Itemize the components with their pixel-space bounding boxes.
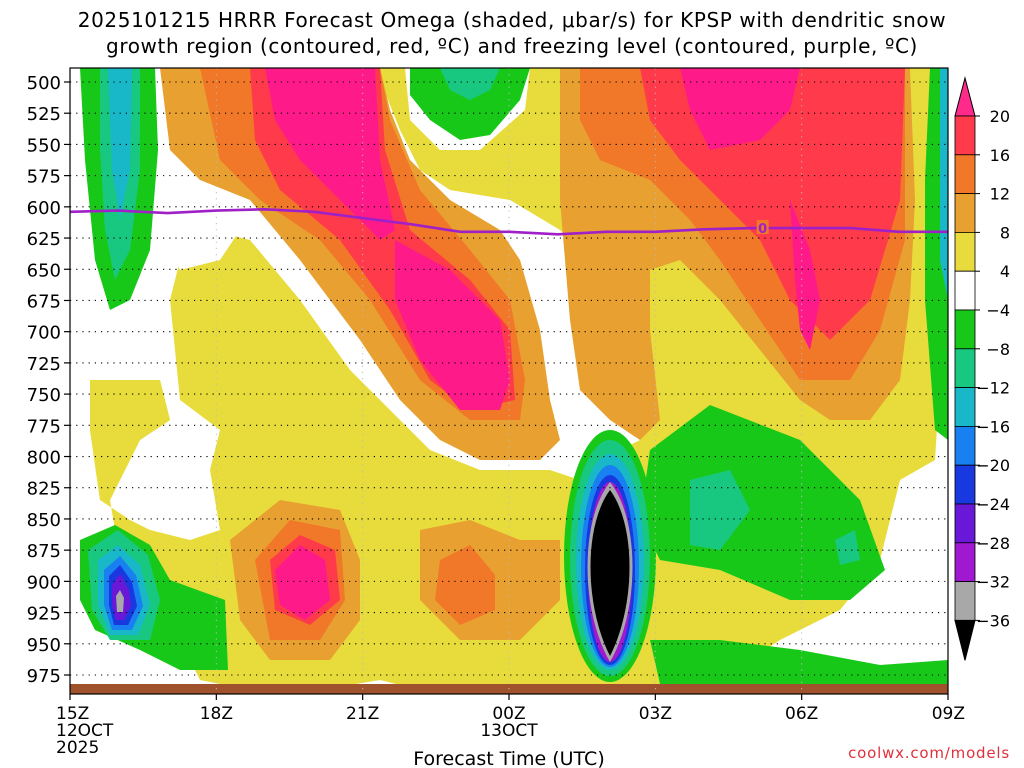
- colorbar-label: 12: [990, 185, 1010, 204]
- y-axis: 500 525 550 575 600 625 650 675 700 725 750 775 800 8…: [27, 73, 70, 687]
- omega-shading: [70, 68, 948, 694]
- colorbar-segment: [954, 464, 976, 505]
- colorbar-label: −24: [976, 495, 1010, 514]
- colorbar-segment: [954, 154, 976, 195]
- x-axis-label: Forecast Time (UTC): [413, 748, 604, 768]
- colorbar-label: −16: [976, 417, 1010, 436]
- colorbar-segment: [954, 270, 976, 311]
- colorbar-segment: [954, 309, 976, 350]
- chart-title-line-1: 2025101215 HRRR Forecast Omega (shaded, …: [77, 8, 947, 32]
- x-tick-label: 00Z: [492, 704, 525, 724]
- y-tick-label: 750: [27, 385, 61, 406]
- y-tick-label: 500: [27, 73, 61, 94]
- colorbar-segment: [954, 115, 976, 156]
- x-tick-label: 09Z: [932, 704, 965, 724]
- colorbar-label: −28: [976, 534, 1010, 553]
- x-tick-date: 12OCT: [56, 721, 114, 741]
- y-tick-label: 975: [27, 666, 61, 687]
- y-tick-label: 800: [27, 448, 61, 469]
- colorbar-segment: [954, 193, 976, 233]
- y-tick-label: 700: [27, 323, 61, 344]
- y-tick-label: 625: [27, 229, 61, 250]
- x-tick-date: 13OCT: [480, 721, 538, 741]
- y-tick-label: 600: [27, 198, 61, 219]
- colorbar-segment: [954, 348, 976, 388]
- y-tick-label: 850: [27, 510, 61, 531]
- freezing-level-label: 0: [758, 222, 767, 237]
- colorbar-bottom-arrow: [954, 619, 976, 661]
- colorbar-label: −8: [986, 340, 1010, 359]
- x-tick-label: 18Z: [200, 704, 233, 724]
- colorbar-label: 4: [1000, 262, 1010, 281]
- y-tick-label: 675: [27, 291, 61, 312]
- y-tick-label: 725: [27, 354, 61, 375]
- chart-title-line-2: growth region (contoured, red, ºC) and f…: [106, 34, 918, 58]
- y-tick-label: 825: [27, 479, 61, 500]
- y-tick-label: 575: [27, 167, 61, 188]
- y-tick-label: 775: [27, 416, 61, 437]
- y-tick-label: 875: [27, 541, 61, 562]
- y-tick-label: 925: [27, 604, 61, 625]
- grid-lines: [70, 68, 948, 694]
- colorbar-segment: [954, 425, 976, 466]
- y-tick-label: 550: [27, 135, 61, 156]
- y-tick-label: 525: [27, 104, 61, 125]
- colorbar-label: −36: [976, 611, 1010, 630]
- y-tick-label: 950: [27, 635, 61, 656]
- x-tick-label: 06Z: [785, 704, 818, 724]
- x-tick-label: 21Z: [346, 704, 379, 724]
- colorbar-segment: [954, 387, 976, 427]
- colorbar-label: −12: [976, 379, 1010, 398]
- colorbar-label: −4: [986, 301, 1010, 320]
- colorbar-label: 20: [990, 107, 1010, 126]
- colorbar-label: −20: [976, 456, 1010, 475]
- credit-link[interactable]: coolwx.com/models: [848, 744, 1010, 762]
- freezing-level-line: [69, 207, 948, 236]
- colorbar-label: 16: [990, 146, 1010, 165]
- colorbar-label: −32: [976, 573, 1010, 592]
- colorbar-label: 8: [1000, 223, 1010, 242]
- y-tick-label: 900: [27, 572, 61, 593]
- colorbar-segment: [954, 231, 976, 272]
- freezing-level-label-bg: [756, 220, 769, 235]
- freezing-level-contour: 0: [69, 207, 948, 237]
- colorbar-segment: [954, 581, 976, 621]
- colorbar-segment: [954, 542, 976, 582]
- x-tick-label: 03Z: [639, 704, 672, 724]
- x-tick-year: 2025: [56, 738, 99, 758]
- colorbar: 20 16 12 8 4 −4 −8 −12 −16 −20 −24 −28 −32 −36: [954, 76, 1010, 661]
- y-tick-label: 650: [27, 260, 61, 281]
- colorbar-segment: [954, 503, 976, 544]
- x-tick-label: 15Z: [56, 704, 89, 724]
- colorbar-top-arrow: [954, 76, 976, 117]
